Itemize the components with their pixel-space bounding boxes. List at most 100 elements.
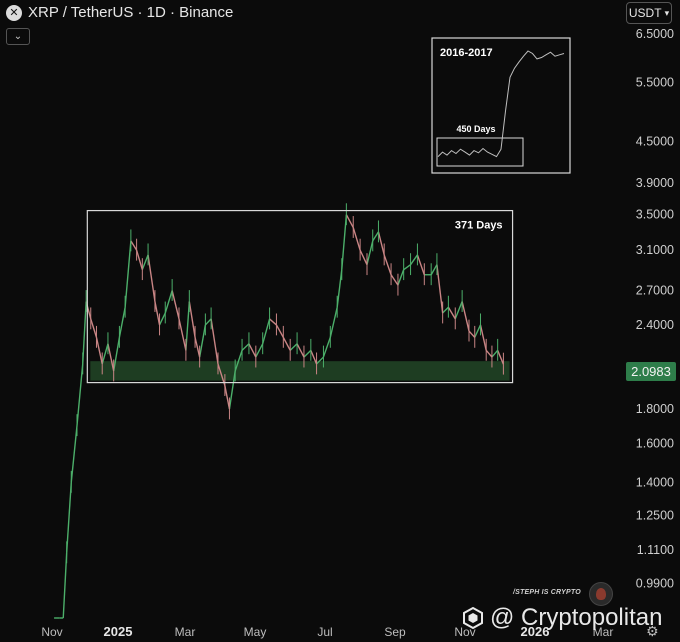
price-segment <box>95 337 103 365</box>
price-segment <box>474 324 482 338</box>
price-segment <box>228 370 236 410</box>
price-segment <box>336 269 343 308</box>
price-segment <box>82 301 87 364</box>
currency-label: USDT <box>628 6 662 20</box>
y-tick-label: 3.9000 <box>636 176 674 190</box>
y-tick-label: 1.8000 <box>636 402 674 416</box>
price-segment <box>118 307 126 338</box>
range-box <box>86 209 514 384</box>
price-segment <box>442 306 449 314</box>
cryptopolitan-watermark: @ Cryptopolitan <box>462 604 662 632</box>
watermark-text: @ Cryptopolitan <box>490 604 663 631</box>
y-axis: 6.5000 5.5000 4.5000 3.9000 3.5000 3.1000 2.70… <box>636 27 674 591</box>
price-segment <box>65 482 72 553</box>
price-segment <box>352 227 361 251</box>
price-segment <box>345 214 354 228</box>
collapse-legend-button[interactable]: ⌄ <box>6 28 30 45</box>
y-tick-label: 3.1000 <box>636 243 674 257</box>
inset-series <box>437 50 565 158</box>
price-segment <box>62 552 68 619</box>
price-segment <box>262 318 271 344</box>
price-segment <box>282 337 291 351</box>
x-tick-label: 2025 <box>104 624 133 639</box>
xrp-coin-icon: ✕ <box>6 4 22 21</box>
price-segment <box>217 363 226 386</box>
price-series <box>54 203 505 619</box>
x-tick-label: Nov <box>454 625 475 639</box>
price-segment <box>461 301 470 332</box>
price-segment <box>397 269 405 286</box>
price-segment <box>141 254 149 270</box>
price-segment <box>135 249 144 270</box>
y-tick-label: 5.5000 <box>636 76 674 90</box>
price-segment <box>204 318 212 326</box>
range-box-layer: 371 Days <box>86 209 514 384</box>
price-segment <box>329 307 338 338</box>
price-segment <box>185 301 191 351</box>
credit-text: /STEPH IS CRYPTO <box>513 589 581 596</box>
x-tick-label: Nov <box>41 625 62 639</box>
y-tick-label: 1.2500 <box>636 508 674 522</box>
price-segment <box>366 240 374 265</box>
inset-label: 450 Days <box>456 124 495 134</box>
price-segment <box>158 312 166 326</box>
price-segment <box>403 264 411 271</box>
price-segment <box>322 337 331 358</box>
price-segment <box>409 254 419 266</box>
symbol-title[interactable]: XRP / TetherUS · 1D · Binance <box>28 4 234 21</box>
y-tick-label: 1.4000 <box>636 475 674 489</box>
price-segment <box>178 318 187 351</box>
range-box-label: 371 Days <box>455 220 503 232</box>
price-segment <box>234 350 243 372</box>
y-tick-label: 1.1100 <box>637 543 674 557</box>
y-tick-label: 3.5000 <box>636 208 674 222</box>
y-tick-label: 2.7000 <box>636 284 674 298</box>
x-tick-label: Mar <box>175 625 196 639</box>
credit-avatar <box>589 582 613 606</box>
price-segment <box>310 350 318 365</box>
x-tick-label: May <box>244 625 267 639</box>
price-segment <box>275 324 284 338</box>
price-segment <box>90 318 98 338</box>
price-segment <box>112 337 121 372</box>
price-segment <box>390 274 399 286</box>
price-segment <box>485 349 493 358</box>
price-segment <box>372 231 380 242</box>
inset-frame <box>431 37 571 174</box>
price-segment <box>241 343 250 351</box>
x-tick-label: Sep <box>384 625 406 639</box>
price-segment <box>436 264 444 314</box>
price-segment <box>316 356 324 365</box>
chevron-down-icon: ▾ <box>664 7 670 18</box>
price-segment <box>210 318 219 365</box>
y-tick-label: 2.4000 <box>636 318 674 332</box>
y-tick-label: 0.9900 <box>636 577 674 591</box>
price-segment <box>377 231 385 256</box>
price-segment <box>359 249 368 265</box>
price-segment <box>171 290 180 320</box>
price-segment <box>296 343 305 358</box>
price-segment <box>303 349 312 358</box>
y-tick-label: 1.6000 <box>636 436 674 450</box>
price-segment <box>383 254 392 275</box>
price-segment <box>224 385 231 410</box>
price-segment <box>154 301 161 326</box>
x-tick-label: Mar <box>593 625 614 639</box>
price-segment <box>101 343 109 365</box>
price-segment <box>147 254 156 302</box>
inset-subbox <box>436 137 524 167</box>
price-segment <box>269 318 277 326</box>
price-segment <box>341 214 348 270</box>
inset-2016-2017: 2016-2017 450 Days <box>431 37 571 174</box>
price-segment <box>194 337 201 358</box>
gear-icon[interactable]: ⚙ <box>646 623 659 639</box>
support-zone-layer <box>90 361 510 381</box>
price-segment <box>255 343 264 358</box>
y-tick-label: 6.5000 <box>636 27 674 41</box>
price-segment <box>76 363 84 426</box>
price-segment <box>416 254 425 275</box>
x-tick-label: 2026 <box>521 624 550 639</box>
chart-header: ✕ XRP / TetherUS · 1D · Binance <box>6 4 233 21</box>
currency-selector[interactable]: USDT ▾ <box>626 2 672 24</box>
